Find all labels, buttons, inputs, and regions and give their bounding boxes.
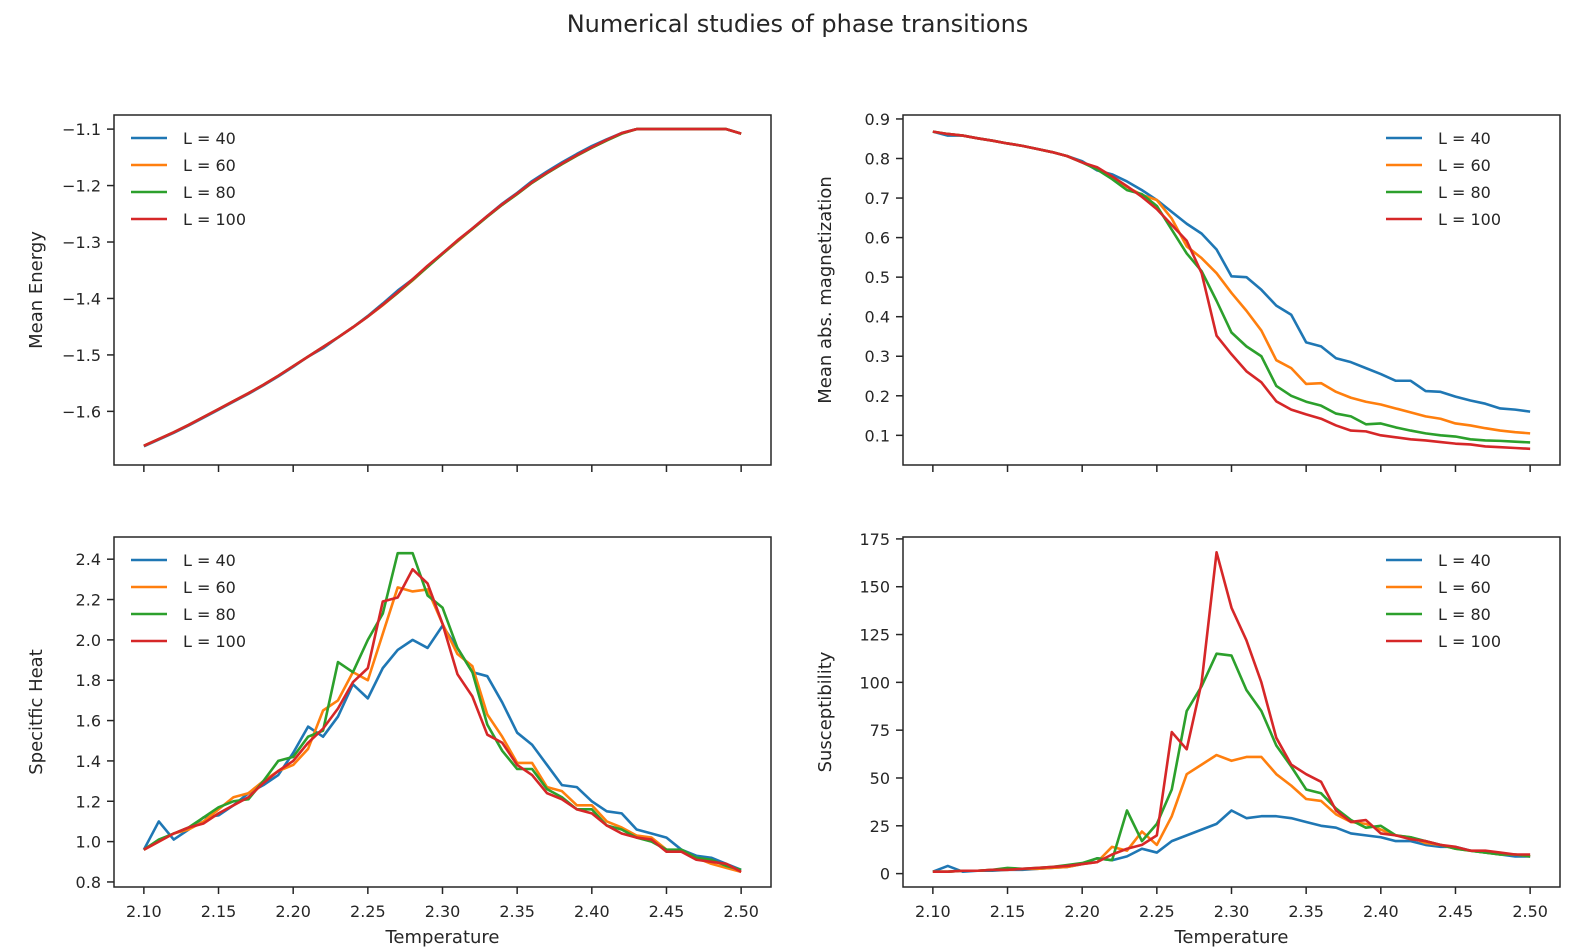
- x-tick-label: 2.15: [201, 902, 237, 921]
- y-tick-label: 2.0: [76, 631, 101, 650]
- x-tick-label: 2.40: [1363, 902, 1399, 921]
- x-tick-label: 2.25: [1139, 902, 1175, 921]
- panel-bottom-right: 2.10 2.15 2.20 2.25 2.30 2.35 2.40 2.45 2.50 0 25 5…: [815, 530, 1561, 948]
- legend-label: L = 80: [1438, 605, 1491, 624]
- y-tick-label: 2.2: [76, 591, 101, 610]
- y-tick-label: 0: [880, 865, 890, 884]
- x-tick-label: 2.10: [915, 902, 951, 921]
- legend: L = 40 L = 60 L = 80 L = 100: [1386, 129, 1501, 229]
- y-tick-label: 0.4: [865, 308, 890, 327]
- series-line-l40: [932, 809, 1531, 874]
- legend-label: L = 100: [1438, 632, 1501, 651]
- y-axis-label: Specitfic Heat: [26, 649, 47, 775]
- legend-label: L = 80: [183, 183, 236, 202]
- series-line-l80: [143, 551, 742, 872]
- x-tick-label: 2.30: [1214, 902, 1250, 921]
- series-line-l80: [932, 652, 1531, 874]
- y-tick-label: 0.6: [865, 229, 890, 248]
- y-tick-label: 0.2: [865, 387, 890, 406]
- series-line-l100: [143, 567, 742, 874]
- x-tick-label: 2.45: [649, 902, 685, 921]
- x-tick-label: 2.20: [1064, 902, 1100, 921]
- series-line-l60: [143, 127, 742, 447]
- panel-top-left: −1.6 −1.5 −1.4 −1.3 −1.2 −1.1 Mean Energy L = 4…: [26, 114, 772, 472]
- y-tick-label: 0.8: [865, 150, 890, 169]
- series-line-l40: [143, 127, 742, 448]
- y-tick-label: 1.6: [76, 712, 101, 731]
- legend-label: L = 60: [1438, 156, 1491, 175]
- y-axis-label: Mean Energy: [26, 231, 47, 349]
- y-tick-label: 125: [859, 626, 890, 645]
- x-tick-label: 2.35: [499, 902, 535, 921]
- series-line-l60: [932, 753, 1531, 874]
- legend-label: L = 80: [183, 605, 236, 624]
- y-tick-label: 0.9: [865, 110, 890, 129]
- y-tick-label: 25: [870, 817, 890, 836]
- y-axis-label: Mean abs. magnetization: [815, 176, 836, 404]
- figure-title: Numerical studies of phase transitions: [566, 10, 1029, 38]
- y-tick-label: 150: [859, 578, 890, 597]
- legend-label: L = 100: [1438, 210, 1501, 229]
- y-tick-label: 1.8: [76, 671, 101, 690]
- x-axis-label: Temperature: [1173, 927, 1288, 948]
- y-tick-label: −1.2: [62, 177, 101, 196]
- legend: L = 40 L = 60 L = 80 L = 100: [131, 551, 246, 651]
- series-line-l80: [143, 127, 742, 447]
- panel-bottom-left: 2.10 2.15 2.20 2.25 2.30 2.35 2.40 2.45 2.50 0.8 1…: [26, 536, 772, 948]
- y-tick-label: −1.4: [62, 289, 101, 308]
- x-tick-label: 2.40: [574, 902, 610, 921]
- y-tick-label: 0.8: [76, 873, 101, 892]
- legend-label: L = 40: [183, 551, 236, 570]
- y-tick-label: 1.4: [76, 752, 101, 771]
- x-tick-label: 2.50: [723, 902, 759, 921]
- series-line-l60: [143, 586, 742, 874]
- y-tick-label: 50: [870, 769, 890, 788]
- y-tick-label: −1.3: [62, 233, 101, 252]
- y-tick-label: 1.2: [76, 792, 101, 811]
- series-line-l40: [142, 624, 742, 872]
- legend: L = 40 L = 60 L = 80 L = 100: [1386, 551, 1501, 651]
- legend-label: L = 100: [183, 210, 246, 229]
- series-line-l60: [932, 130, 1531, 435]
- y-tick-label: −1.6: [62, 402, 101, 421]
- x-axis-label: Temperature: [384, 927, 499, 948]
- legend-label: L = 40: [1438, 129, 1491, 148]
- x-tick-label: 2.45: [1438, 902, 1474, 921]
- y-tick-label: 100: [859, 673, 890, 692]
- x-tick-label: 2.20: [275, 902, 311, 921]
- y-tick-label: 0.1: [865, 426, 890, 445]
- panel-top-right: 0.1 0.2 0.3 0.4 0.5 0.6 0.7 0.8 0.9 Mean abs. mag…: [815, 110, 1561, 472]
- x-tick-label: 2.50: [1512, 902, 1548, 921]
- legend-label: L = 100: [183, 632, 246, 651]
- series-line-l100: [932, 130, 1531, 451]
- y-tick-label: 75: [870, 721, 890, 740]
- series-line-l100: [143, 127, 742, 447]
- legend: L = 40 L = 60 L = 80 L = 100: [131, 129, 246, 229]
- y-axis-label: Susceptibility: [815, 651, 836, 772]
- y-tick-label: 0.5: [865, 268, 890, 287]
- y-tick-label: 0.7: [865, 189, 890, 208]
- legend-label: L = 80: [1438, 183, 1491, 202]
- x-tick-label: 2.10: [126, 902, 162, 921]
- x-tick-label: 2.30: [425, 902, 461, 921]
- legend-label: L = 60: [183, 578, 236, 597]
- series-line-l80: [932, 130, 1531, 444]
- x-tick-label: 2.15: [990, 902, 1026, 921]
- y-tick-label: −1.1: [62, 120, 101, 139]
- series-line-l100: [932, 550, 1531, 874]
- legend-label: L = 60: [1438, 578, 1491, 597]
- legend-label: L = 40: [1438, 551, 1491, 570]
- y-tick-label: 175: [859, 530, 890, 549]
- y-tick-label: 2.4: [76, 550, 101, 569]
- y-tick-label: 1.0: [76, 833, 101, 852]
- x-tick-label: 2.25: [350, 902, 386, 921]
- legend-label: L = 60: [183, 156, 236, 175]
- y-tick-label: 0.3: [865, 347, 890, 366]
- y-tick-label: −1.5: [62, 346, 101, 365]
- x-tick-label: 2.35: [1288, 902, 1324, 921]
- legend-label: L = 40: [183, 129, 236, 148]
